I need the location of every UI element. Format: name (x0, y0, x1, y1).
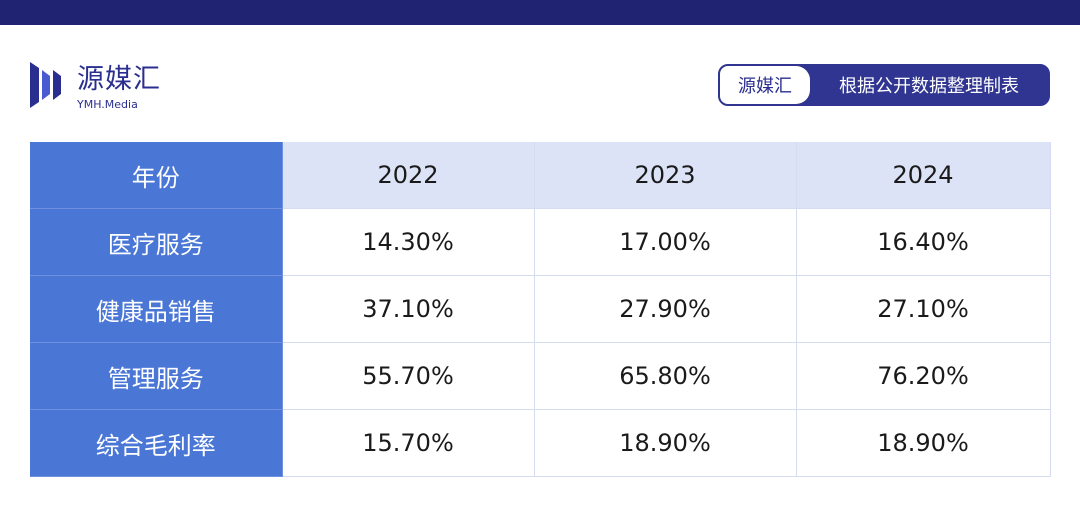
brand-logo: 源媒汇 YMH.Media (30, 60, 190, 115)
row-header: 管理服务 (30, 342, 283, 410)
row-header: 医疗服务 (30, 208, 283, 276)
column-header: 2022 (282, 142, 535, 209)
row-header: 综合毛利率 (30, 409, 283, 477)
table-cell: 15.70% (282, 409, 535, 477)
data-table: 年份 2022 2023 2024 医疗服务 14.30% 17.00% 16.… (30, 142, 1051, 477)
table-cell: 17.00% (534, 208, 797, 276)
column-header: 2023 (534, 142, 797, 209)
table-row: 医疗服务 14.30% 17.00% 16.40% (30, 208, 1051, 276)
source-tag-brand: 源媒汇 (720, 66, 810, 104)
top-banner (0, 0, 1080, 25)
table-row: 管理服务 55.70% 65.80% 76.20% (30, 342, 1051, 410)
logo-mark-icon (30, 62, 61, 108)
header-row: 年份 2022 2023 2024 (30, 142, 1051, 209)
table-cell: 14.30% (282, 208, 535, 276)
table-row: 综合毛利率 15.70% 18.90% 18.90% (30, 409, 1051, 477)
corner-header: 年份 (30, 142, 283, 209)
table-cell: 18.90% (796, 409, 1051, 477)
column-header: 2024 (796, 142, 1051, 209)
row-header: 健康品销售 (30, 275, 283, 343)
table-cell: 27.90% (534, 275, 797, 343)
table-cell: 37.10% (282, 275, 535, 343)
table-cell: 76.20% (796, 342, 1051, 410)
source-tag-text: 根据公开数据整理制表 (839, 76, 1019, 97)
table-cell: 55.70% (282, 342, 535, 410)
logo-subtext: YMH.Media (77, 98, 138, 111)
table-cell: 18.90% (534, 409, 797, 477)
table-row: 健康品销售 37.10% 27.90% 27.10% (30, 275, 1051, 343)
source-tag: 源媒汇 根据公开数据整理制表 (718, 64, 1050, 106)
table-cell: 27.10% (796, 275, 1051, 343)
table-cell: 16.40% (796, 208, 1051, 276)
table-cell: 65.80% (534, 342, 797, 410)
logo-text: 源媒汇 (77, 64, 161, 95)
